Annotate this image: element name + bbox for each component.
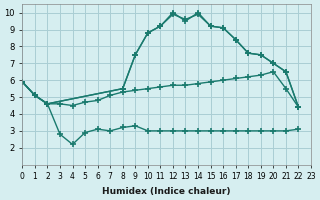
X-axis label: Humidex (Indice chaleur): Humidex (Indice chaleur): [102, 187, 231, 196]
